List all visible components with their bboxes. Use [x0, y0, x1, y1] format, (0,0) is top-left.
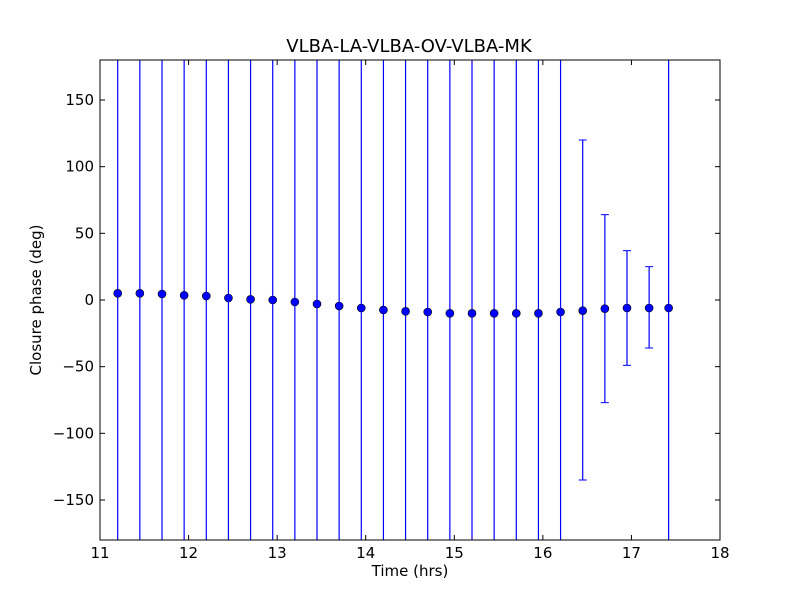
- chart-title: VLBA-LA-VLBA-OV-VLBA-MK: [286, 36, 533, 57]
- axis-ticks: 11 12 13 14 15 16 17 18 −150 −100 −50 0 50 100 150: [53, 60, 730, 562]
- data-point: [157, 289, 167, 299]
- data-point: [489, 309, 499, 318]
- x-tick-label: 13: [268, 544, 287, 562]
- data-point: [224, 293, 233, 303]
- data-point: [268, 295, 278, 305]
- data-point: [201, 291, 211, 301]
- data-point: [135, 289, 145, 298]
- data-point: [423, 307, 433, 317]
- x-tick-label: 18: [710, 544, 729, 562]
- data-point: [334, 301, 344, 311]
- y-axis-label: Closure phase (deg): [27, 225, 45, 376]
- plot-area: [99, 59, 721, 541]
- data-series: [113, 60, 673, 540]
- data-point: [511, 309, 521, 318]
- x-tick-label: 11: [90, 544, 109, 562]
- data-point: [534, 309, 543, 318]
- y-tick-label: 0: [84, 291, 94, 309]
- x-axis-label: Time (hrs): [371, 562, 449, 580]
- x-tick-label: 14: [356, 544, 375, 562]
- data-point: [179, 291, 189, 300]
- y-tick-label: 100: [65, 158, 94, 176]
- data-point: [556, 307, 565, 317]
- data-point: [644, 303, 654, 313]
- y-tick-label: −50: [62, 358, 94, 376]
- x-tick-label: 12: [179, 544, 198, 562]
- y-tick-label: 150: [65, 91, 94, 109]
- y-tick-label: 50: [75, 224, 94, 242]
- x-tick-label: 15: [445, 544, 464, 562]
- data-point: [290, 297, 300, 307]
- data-point: [379, 305, 388, 315]
- x-tick-label: 16: [533, 544, 552, 562]
- data-point: [578, 306, 588, 315]
- y-tick-label: −150: [53, 491, 94, 509]
- data-point: [600, 304, 610, 313]
- data-point: [401, 307, 410, 316]
- data-point: [312, 299, 322, 309]
- data-point: [246, 295, 255, 304]
- data-point: [467, 309, 477, 318]
- data-point: [664, 303, 673, 313]
- data-point: [622, 303, 632, 313]
- data-point: [445, 309, 455, 318]
- x-tick-label: 17: [622, 544, 641, 562]
- y-tick-label: −100: [53, 424, 94, 442]
- data-point: [356, 303, 366, 313]
- data-point: [113, 289, 123, 298]
